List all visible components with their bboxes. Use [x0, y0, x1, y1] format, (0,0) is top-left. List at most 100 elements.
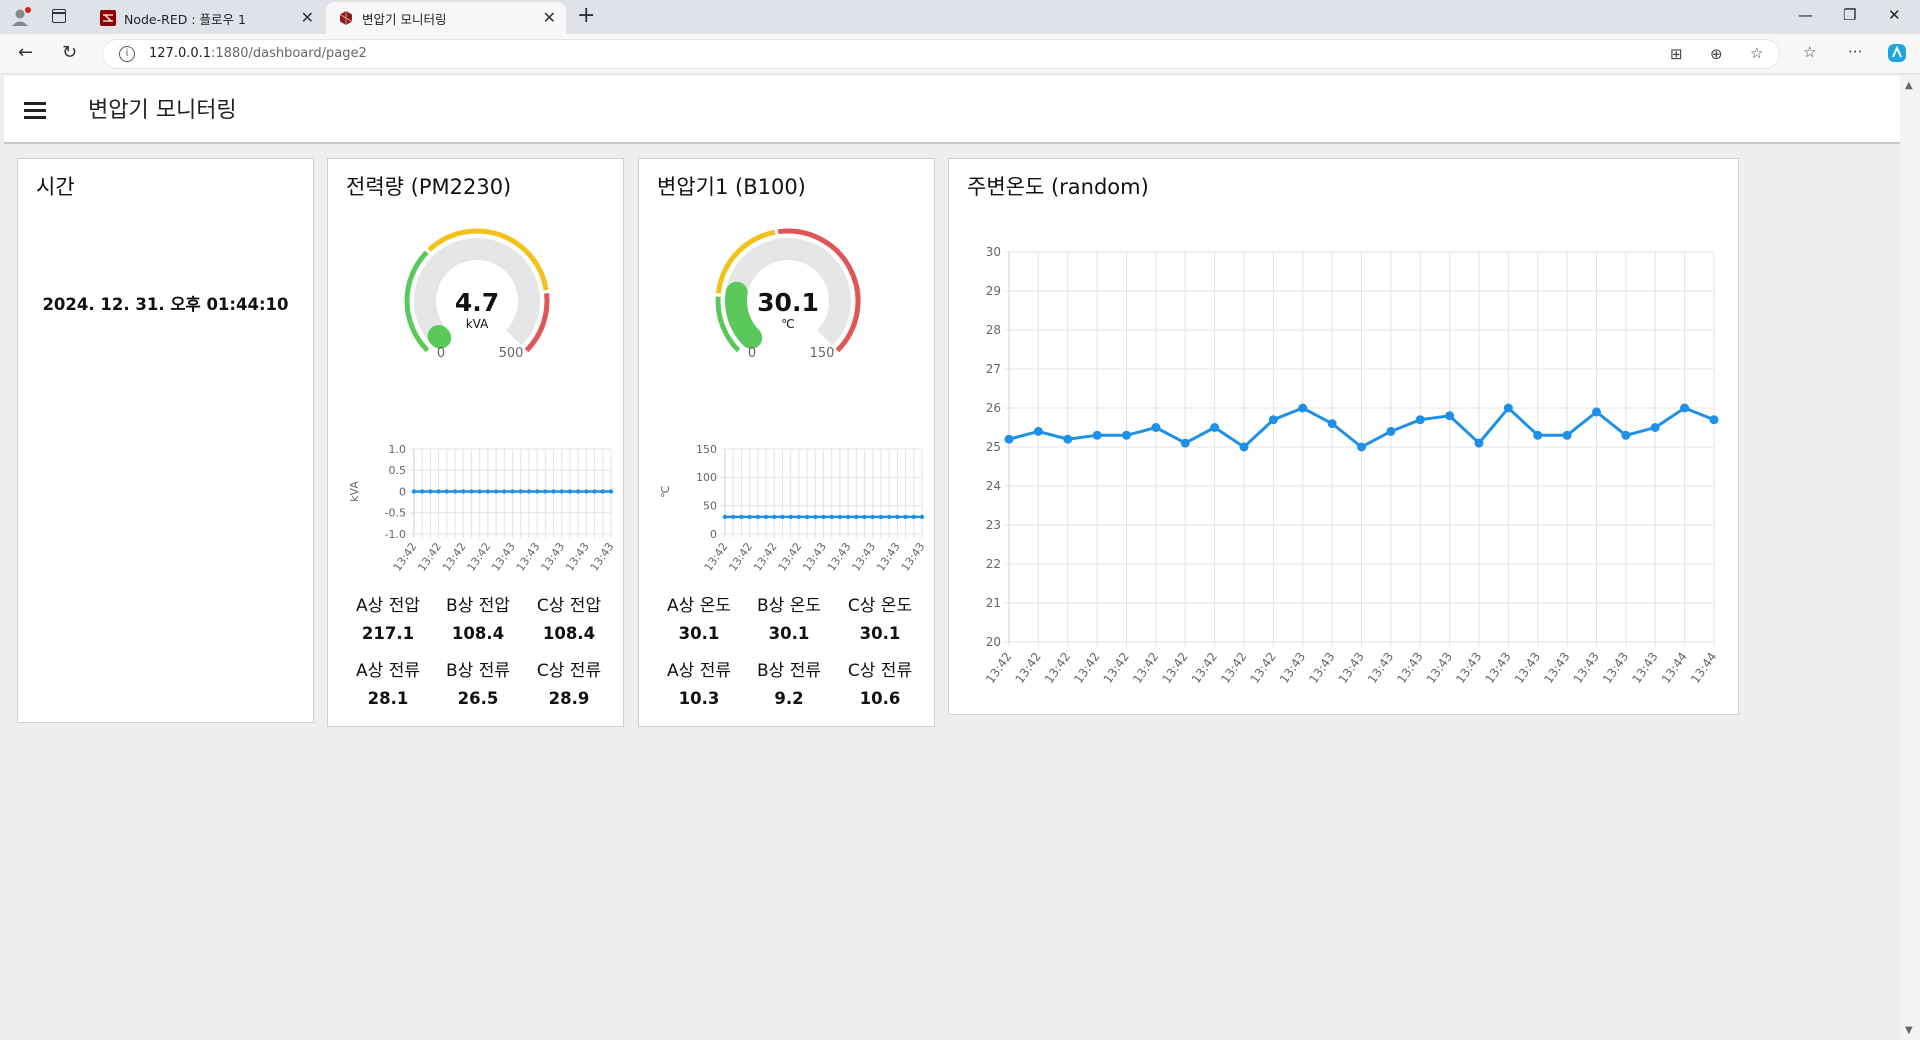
data-point [518, 489, 523, 494]
restore-icon[interactable]: ❐ [1843, 6, 1857, 24]
current-time: 2024. 12. 31. 오후 01:44:10 [42, 295, 289, 314]
data-point [584, 489, 589, 494]
x-tick-label: 13:43 [1600, 650, 1631, 686]
x-tick-label: 13:42 [1042, 650, 1073, 686]
data-point [919, 514, 925, 520]
ambient-temp-chart: 302928272625242322212013:4213:4213:4213:… [983, 245, 1719, 686]
favorites-icon[interactable]: ☆ [1803, 43, 1817, 61]
transformer-trend-chart: 15010050013:4213:4213:4213:4213:4313:431… [659, 443, 927, 574]
data-point [886, 514, 892, 520]
data-point [763, 514, 769, 520]
x-tick-label: 13:43 [538, 540, 567, 573]
x-tick-label: 13:43 [800, 540, 829, 573]
data-point [1239, 442, 1249, 452]
x-tick-label: 13:42 [775, 540, 804, 573]
reading-value: 28.1 [367, 689, 409, 708]
data-point [608, 489, 614, 494]
url-field[interactable]: i 127.0.0.1:1880/dashboard/page2 ⊞ ⊕ ☆ [102, 39, 1780, 69]
gauge-min: 0 [748, 346, 756, 361]
data-point [903, 514, 908, 520]
data-point [1004, 434, 1014, 444]
data-point [1151, 423, 1161, 432]
page-title: 변압기 모니터링 [88, 98, 237, 123]
data-point [722, 514, 728, 520]
minimize-icon[interactable]: — [1798, 6, 1813, 24]
more-options-icon[interactable]: ··· [1848, 43, 1863, 61]
tab-label: Node-RED : 플로우 1 [124, 11, 246, 27]
data-point [1063, 434, 1073, 444]
data-point [911, 514, 916, 520]
tab-actions-icon[interactable] [52, 9, 66, 23]
scroll-up-icon[interactable]: ▲ [1905, 80, 1913, 91]
reading-b-current: B상 전류 26.5 [430, 656, 526, 708]
x-tick-label: 13:43 [1512, 650, 1543, 686]
gauge-value: 30.1 [757, 288, 819, 317]
reading-value: 28.9 [548, 689, 590, 708]
y-tick-label: 0 [710, 528, 717, 541]
data-point [796, 514, 802, 520]
menu-icon[interactable] [24, 102, 46, 119]
tab-node-red[interactable]: Node-RED : 플로우 1 ✕ [88, 2, 324, 34]
reading-label: C상 전류 [847, 661, 913, 681]
favorite-star-icon[interactable]: ☆ [1750, 44, 1764, 62]
tab-dashboard[interactable]: 변압기 모니터링 ✕ [326, 2, 566, 34]
reading-value: 30.1 [859, 624, 901, 643]
reading-a-voltage: A상 전압 217.1 [340, 591, 436, 643]
window-close-icon[interactable]: ✕ [1888, 6, 1901, 24]
app-available-icon[interactable]: ⊞ [1670, 45, 1683, 63]
y-tick-label: 1.0 [389, 443, 407, 456]
gauge-value: 4.7 [455, 288, 499, 317]
zoom-icon[interactable]: ⊕ [1710, 45, 1723, 63]
site-info-icon[interactable]: i [119, 46, 135, 62]
reading-value: 9.2 [774, 689, 804, 708]
back-icon[interactable]: ← [18, 42, 34, 63]
url-host: 127.0.0.1 [149, 46, 212, 61]
data-point [1709, 415, 1719, 425]
close-tab-icon[interactable]: ✕ [542, 8, 556, 27]
y-tick-label: 21 [986, 596, 1001, 610]
data-point [731, 514, 736, 520]
x-tick-label: 13:43 [1541, 650, 1572, 686]
data-point [755, 514, 761, 520]
y-tick-label: 27 [986, 362, 1001, 376]
data-point [854, 514, 859, 520]
x-tick-label: 13:43 [1571, 650, 1602, 686]
new-tab-icon[interactable]: + [577, 3, 596, 28]
reading-label: C상 전류 [536, 661, 602, 681]
x-tick-label: 13:42 [1130, 650, 1161, 686]
close-tab-icon[interactable]: ✕ [300, 8, 314, 27]
reading-c-temp: C상 온도 30.1 [832, 591, 928, 643]
x-tick-label: 13:43 [1277, 650, 1308, 686]
y-tick-label: 20 [986, 635, 1001, 649]
gauge-band-yellow [427, 228, 549, 291]
reading-label: B상 온도 [757, 596, 821, 616]
reading-value: 10.6 [859, 689, 901, 708]
reading-label: A상 전류 [667, 661, 731, 681]
data-point [1092, 430, 1102, 440]
transformer-temp-gauge: 30.1 ℃ 0 150 [715, 228, 861, 361]
scrollbar[interactable]: ▲ ▼ [1900, 76, 1920, 1040]
profile-icon[interactable] [10, 6, 32, 28]
copilot-icon[interactable] [1886, 42, 1908, 64]
reading-b-temp: B상 온도 30.1 [741, 591, 837, 643]
data-point [747, 514, 752, 520]
data-point [788, 514, 793, 520]
x-tick-label: 13:42 [1248, 650, 1279, 686]
gauge-max: 500 [499, 346, 524, 361]
x-tick-label: 13:42 [983, 650, 1014, 686]
gauge-unit: kVA [466, 317, 489, 331]
data-point [1474, 438, 1484, 448]
data-point [1533, 430, 1543, 440]
data-point [1650, 423, 1660, 432]
scroll-down-icon[interactable]: ▼ [1905, 1025, 1913, 1036]
reading-label: C상 온도 [847, 596, 913, 616]
data-point [592, 489, 597, 494]
reload-icon[interactable]: ↻ [62, 42, 78, 63]
x-tick-label: 13:43 [825, 540, 854, 573]
data-point [845, 514, 851, 520]
y-tick-label: 28 [986, 323, 1001, 337]
reading-a-current: A상 전류 10.3 [651, 656, 747, 708]
data-point [469, 489, 474, 494]
reading-a-temp: A상 온도 30.1 [651, 591, 747, 643]
data-point [1357, 442, 1366, 452]
